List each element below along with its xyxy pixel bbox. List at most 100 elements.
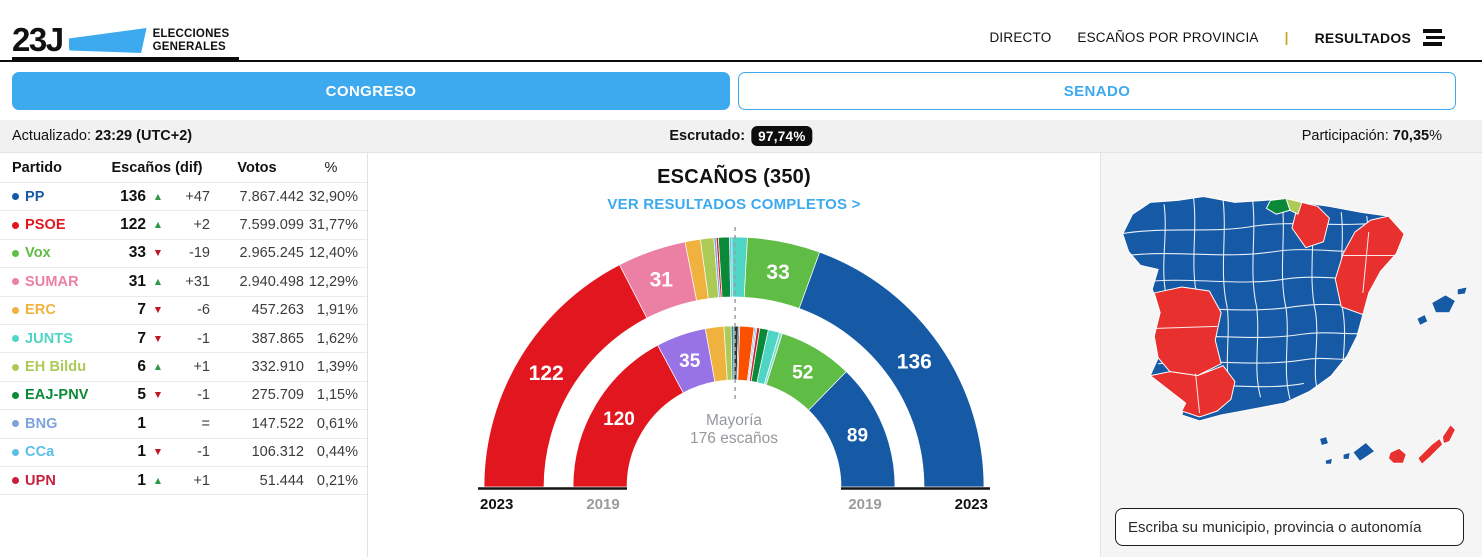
map-region-balearics[interactable] xyxy=(1415,286,1468,326)
party-cell: PP xyxy=(12,189,104,205)
party-votes: 2.940.498 xyxy=(239,273,304,290)
party-vote-pct: 12,29% xyxy=(308,273,358,290)
table-row: EH Bildu 6 ▲ +1 332.910 1,39% xyxy=(0,353,367,382)
main-content: Partido Escaños (dif) Votos % PP 136 ▲ +47 7… xyxy=(0,153,1482,557)
party-seats: 31 xyxy=(128,272,146,290)
trend-down-icon: ▼ xyxy=(152,247,164,260)
party-seat-diff: = xyxy=(201,415,210,432)
party-votes: 275.709 xyxy=(251,387,304,404)
nav-directo[interactable]: DIRECTO xyxy=(989,30,1052,46)
party-vote-pct: 1,39% xyxy=(316,359,358,376)
trend-up-icon: ▲ xyxy=(152,474,164,487)
trend-down-icon: ▼ xyxy=(152,446,164,459)
status-bar: Actualizado: 23:29 (UTC+2) Escrutado: 97… xyxy=(0,120,1482,153)
seat-count-label-pp-2019: 89 xyxy=(847,426,868,447)
party-color-dot xyxy=(12,391,19,399)
party-vote-pct: 31,77% xyxy=(308,217,358,234)
menu-icon[interactable] xyxy=(1423,29,1445,46)
table-row: JUNTS 7 ▼ -1 387.865 1,62% xyxy=(0,325,367,354)
table-row: ERC 7 ▼ -6 457.263 1,91% xyxy=(0,297,367,325)
map-region-canaries-west[interactable] xyxy=(1318,436,1375,465)
party-cell: CCa xyxy=(12,444,104,460)
party-seats: 122 xyxy=(120,216,146,234)
map-region-catalonia[interactable] xyxy=(1334,215,1405,316)
table-row: PSOE 122 ▲ +2 7.599.099 31,77% xyxy=(0,211,367,240)
party-seats: 7 xyxy=(137,329,146,347)
turnout-status: Participación: 70,35% xyxy=(1302,128,1442,144)
party-vote-pct: 0,44% xyxy=(316,444,358,461)
party-cell: EAJ-PNV xyxy=(12,387,104,403)
logo-subtitle: ELECCIONES GENERALES xyxy=(153,28,230,53)
party-seats: 7 xyxy=(137,301,146,319)
party-color-dot xyxy=(12,363,19,371)
logo-day-text: 23J xyxy=(12,21,64,59)
tab-senado[interactable]: SENADO xyxy=(738,72,1456,110)
updated-status: Actualizado: 23:29 (UTC+2) xyxy=(12,128,192,144)
hemicycle-panel: ESCAÑOS (350) VER RESULTADOS COMPLETOS >… xyxy=(368,153,1101,557)
search-input[interactable] xyxy=(1115,508,1464,546)
col-header-votes: Votos xyxy=(237,159,277,176)
seat-segment-pp-2023[interactable] xyxy=(798,251,985,488)
party-cell: EH Bildu xyxy=(12,359,104,375)
seat-count-label-sumar-2023: 31 xyxy=(650,269,674,292)
party-seat-diff: -1 xyxy=(197,387,210,404)
party-vote-pct: 1,62% xyxy=(316,330,358,347)
scrutinized-badge: 97,74% xyxy=(751,126,813,146)
party-votes: 387.865 xyxy=(251,330,304,347)
party-seat-diff: -6 xyxy=(197,302,210,319)
map-region-gipuzkoa[interactable] xyxy=(1284,197,1302,215)
seat-segment-pp-2019[interactable] xyxy=(808,371,896,488)
map-region-lanzarote-fuerteventura[interactable] xyxy=(1416,424,1456,465)
party-name: CCa xyxy=(25,444,55,461)
nav-resultados[interactable]: RESULTADOS xyxy=(1314,29,1411,46)
party-votes: 147.522 xyxy=(251,415,304,432)
trend-down-icon: ▼ xyxy=(152,389,164,402)
trend-up-icon: ▲ xyxy=(152,190,164,203)
party-color-dot xyxy=(12,306,19,314)
full-results-link[interactable]: VER RESULTADOS COMPLETOS > xyxy=(607,196,861,213)
map-region-navarra[interactable] xyxy=(1290,201,1330,249)
party-seat-diff: -1 xyxy=(197,444,210,461)
spain-provinces-map[interactable] xyxy=(1107,157,1477,482)
map-panel xyxy=(1101,153,1482,557)
table-row: BNG 1 = 147.522 0,61% xyxy=(0,410,367,439)
party-votes: 51.444 xyxy=(259,472,304,489)
scrutinized-status: Escrutado: 97,74% xyxy=(669,126,813,146)
party-color-dot xyxy=(12,477,19,485)
party-name: UPN xyxy=(25,472,56,489)
tab-congreso[interactable]: CONGRESO xyxy=(12,72,730,110)
party-seats: 6 xyxy=(137,358,146,376)
party-votes: 106.312 xyxy=(251,444,304,461)
party-vote-pct: 0,61% xyxy=(316,415,358,432)
party-color-dot xyxy=(12,221,19,229)
party-votes: 332.910 xyxy=(251,359,304,376)
party-name: EH Bildu xyxy=(25,359,87,376)
nav-separator: | xyxy=(1284,30,1289,46)
chamber-tabs: CONGRESO SENADO xyxy=(0,62,1482,120)
col-header-seats: Escaños (dif) xyxy=(111,159,203,176)
seat-count-label-psoe-2019: 120 xyxy=(603,409,635,430)
map-region-sevilla-huelva[interactable] xyxy=(1148,365,1235,418)
year-label-left-2019: 2019 xyxy=(586,496,619,513)
party-color-dot xyxy=(12,420,19,428)
seat-count-label-unidas-podemos-2019: 35 xyxy=(679,351,701,372)
party-seats: 5 xyxy=(137,386,146,404)
party-seat-diff: +31 xyxy=(185,273,210,290)
year-label-right-2019: 2019 xyxy=(848,496,881,513)
map-region-extremadura[interactable] xyxy=(1153,286,1222,377)
map-region-gran-canaria[interactable] xyxy=(1387,447,1407,464)
nav-escanos-por-provincia[interactable]: ESCAÑOS POR PROVINCIA xyxy=(1077,30,1259,46)
party-cell: UPN xyxy=(12,473,104,489)
party-cell: Vox xyxy=(12,245,104,261)
party-vote-pct: 32,90% xyxy=(308,188,358,205)
top-nav: DIRECTO ESCAÑOS POR PROVINCIA | RESULTAD… xyxy=(989,29,1445,62)
party-color-dot xyxy=(12,448,19,456)
party-seat-diff: +47 xyxy=(185,188,210,205)
year-label-left-2023: 2023 xyxy=(480,496,513,513)
site-logo[interactable]: 23J ELECCIONES GENERALES xyxy=(12,21,240,62)
map-region-bizkaia[interactable] xyxy=(1265,197,1291,215)
party-seat-diff: +1 xyxy=(193,359,210,376)
party-name: JUNTS xyxy=(25,330,74,347)
